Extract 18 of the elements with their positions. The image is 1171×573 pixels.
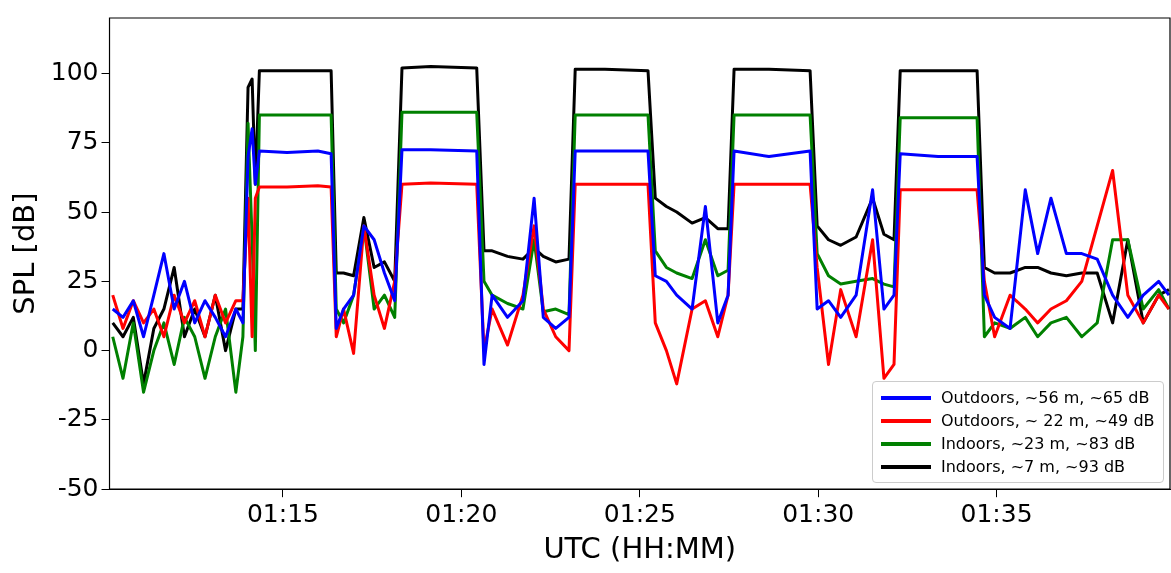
y-tick-label: -50 (57, 472, 99, 502)
x-tick-label: 01:15 (246, 498, 319, 528)
legend-label: Outdoors, ~ 22 m, ~49 dB (941, 411, 1155, 431)
x-tick-label: 01:30 (782, 498, 855, 528)
y-tick-label: 50 (66, 195, 99, 225)
legend-label: Outdoors, ~56 m, ~65 dB (941, 388, 1150, 408)
legend-label: Indoors, ~7 m, ~93 dB (941, 457, 1126, 477)
y-tick-label: 25 (66, 264, 99, 294)
y-tick-label: 75 (66, 126, 99, 156)
y-tick-label: 0 (82, 334, 99, 364)
y-axis-title: SPL [dB] (6, 192, 41, 315)
y-tick-label: 100 (50, 56, 99, 86)
legend-label: Indoors, ~23 m, ~83 dB (941, 434, 1136, 454)
x-tick-label: 01:35 (960, 498, 1033, 528)
x-tick-label: 01:20 (425, 498, 498, 528)
x-tick-label: 01:25 (603, 498, 676, 528)
x-axis-title: UTC (HH:MM) (543, 531, 737, 566)
y-tick-label: -25 (57, 403, 99, 433)
